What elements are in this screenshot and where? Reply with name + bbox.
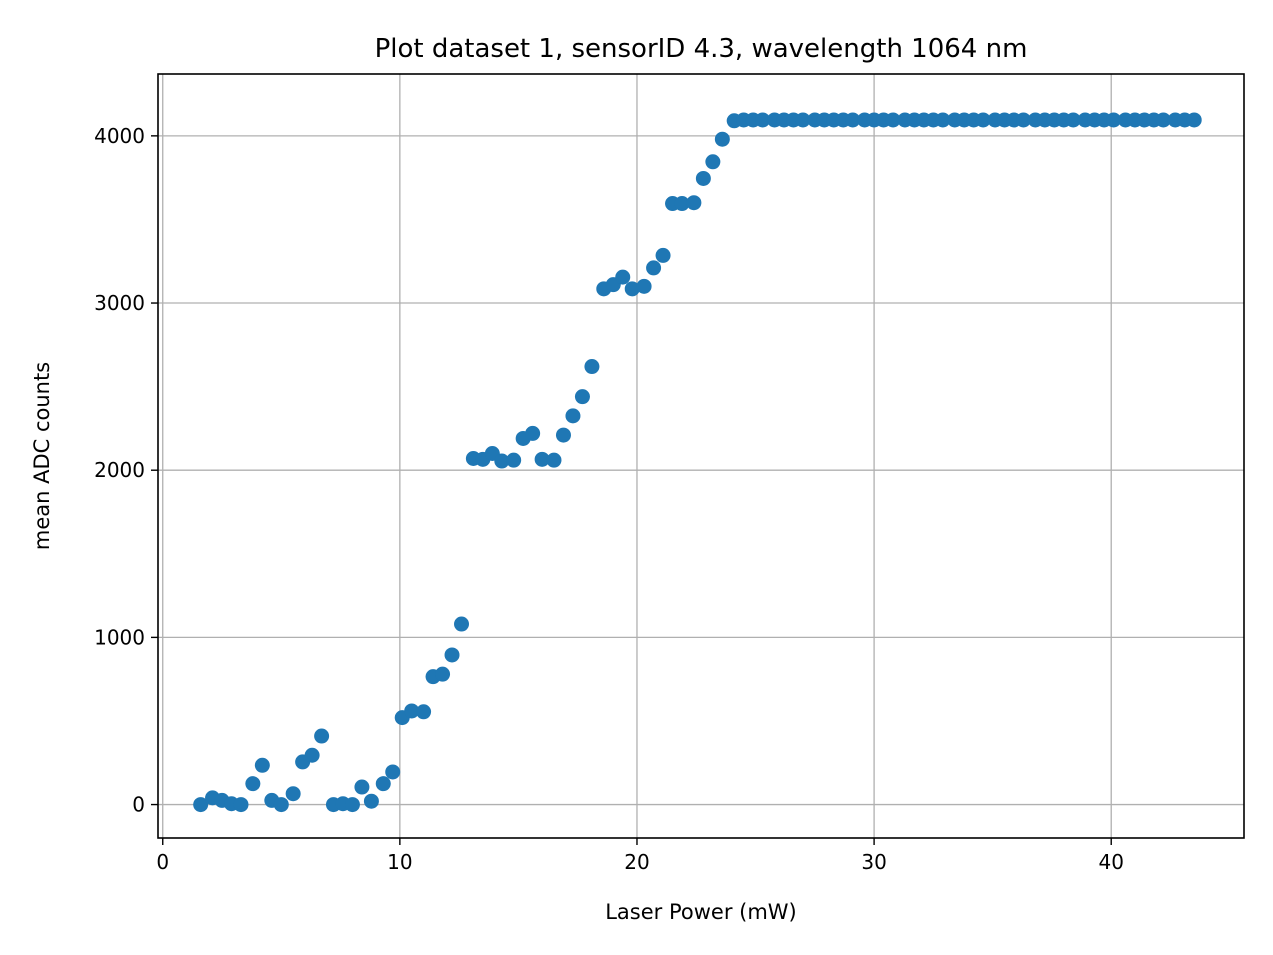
data-point	[636, 278, 652, 294]
data-point	[714, 131, 730, 147]
data-point	[285, 786, 301, 802]
data-point	[795, 112, 811, 128]
data-point	[695, 170, 711, 186]
data-point	[254, 757, 270, 773]
y-tick-label: 2000	[94, 458, 145, 482]
data-point	[686, 195, 702, 211]
data-point	[755, 112, 771, 128]
x-tick-label: 10	[387, 850, 412, 874]
data-point	[233, 797, 249, 813]
data-point	[1106, 112, 1122, 128]
data-point	[525, 425, 541, 441]
data-point	[416, 704, 432, 720]
data-point	[454, 616, 470, 632]
y-axis-ticks: 0 1000 2000 3000 4000	[94, 124, 158, 817]
data-point	[385, 764, 401, 780]
data-point	[494, 453, 510, 469]
data-point	[584, 359, 600, 375]
y-tick-label: 3000	[94, 291, 145, 315]
data-point	[646, 260, 662, 276]
data-point	[655, 247, 671, 263]
y-tick-label: 1000	[94, 625, 145, 649]
chart-title: Plot dataset 1, sensorID 4.3, wavelength…	[375, 34, 1028, 64]
data-point	[193, 797, 209, 813]
data-point	[354, 779, 370, 795]
data-point	[344, 797, 360, 813]
data-point	[705, 154, 721, 170]
data-point	[565, 408, 581, 424]
data-point	[935, 112, 951, 128]
data-point	[574, 389, 590, 405]
data-point	[624, 281, 640, 297]
data-point	[845, 112, 861, 128]
plot-area-background	[158, 74, 1244, 838]
data-point	[1065, 112, 1081, 128]
data-point	[1155, 112, 1171, 128]
data-point	[314, 728, 330, 744]
data-point	[444, 647, 460, 663]
data-point	[546, 452, 562, 468]
data-point	[1015, 112, 1031, 128]
x-tick-label: 30	[861, 850, 886, 874]
x-tick-label: 20	[624, 850, 649, 874]
data-point	[555, 427, 571, 443]
data-point	[674, 196, 690, 212]
x-tick-label: 0	[156, 850, 169, 874]
data-point	[375, 776, 391, 792]
y-tick-label: 4000	[94, 124, 145, 148]
data-point	[506, 452, 522, 468]
data-point	[404, 703, 420, 719]
plot-frame	[157, 73, 1245, 839]
data-point	[245, 776, 261, 792]
data-point	[534, 451, 550, 467]
x-axis-ticks: 0 10 20 30 40	[156, 838, 1124, 874]
data-point	[885, 112, 901, 128]
x-tick-label: 40	[1098, 850, 1123, 874]
data-point	[273, 797, 289, 813]
y-tick-label: 0	[132, 793, 145, 817]
gridlines	[158, 74, 1244, 838]
data-point	[435, 666, 451, 682]
x-axis-label: Laser Power (mW)	[605, 900, 797, 924]
data-point	[975, 112, 991, 128]
data-points	[193, 112, 1202, 813]
y-axis-label: mean ADC counts	[30, 362, 54, 550]
data-point	[1186, 112, 1202, 128]
data-point	[304, 747, 320, 763]
data-point	[363, 793, 379, 809]
data-point	[615, 269, 631, 285]
